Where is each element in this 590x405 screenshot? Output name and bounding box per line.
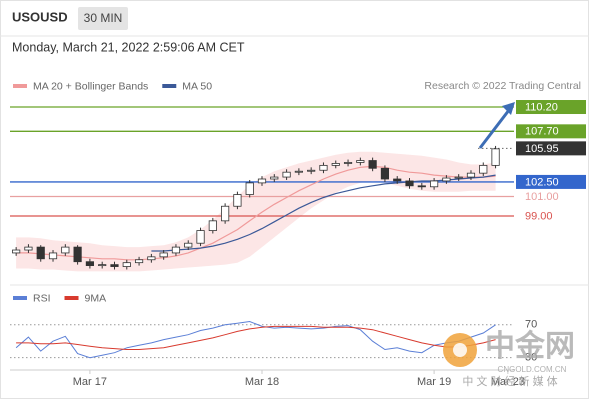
- x-tick-label: Mar 18: [245, 376, 279, 388]
- candle-body: [331, 163, 340, 166]
- candle-body: [134, 259, 144, 264]
- candle-body: [61, 246, 70, 254]
- candle-body: [196, 230, 205, 244]
- candle-body: [110, 264, 119, 267]
- legend-label: RSI: [33, 292, 51, 304]
- candle-body: [307, 169, 316, 172]
- watermark-logo-center: [453, 343, 467, 357]
- timestamp: Monday, March 21, 2022 2:59:06 AM CET: [12, 40, 245, 54]
- plot: 110.20 107.70 105.95 102.50 101.00 99.00 MA 20…: [10, 80, 586, 388]
- candle-body: [380, 167, 390, 180]
- legend-label: MA 20 + Bollinger Bands: [33, 80, 148, 92]
- watermark-brand: 中金网: [485, 329, 575, 363]
- level-label: 99.00: [525, 210, 553, 222]
- watermark-site: CNGOLD.COM.CN: [498, 365, 567, 374]
- level-label: 105.95: [525, 143, 559, 155]
- candle-body: [159, 252, 168, 258]
- candle-body: [356, 160, 365, 163]
- candle-body: [442, 177, 451, 182]
- legend-label: MA 50: [182, 80, 212, 92]
- line: [15, 320, 496, 359]
- projection-arrowhead: [502, 102, 515, 115]
- candle-body: [319, 164, 328, 171]
- candle-body: [491, 148, 500, 166]
- legend-swatch: [64, 296, 79, 300]
- watermark: 中金网 CNGOLD.COM.CN 中 文 财 经 新 媒 体: [443, 329, 575, 388]
- candle-body: [454, 176, 463, 179]
- candle-body: [48, 252, 58, 260]
- legend-swatch: [13, 84, 27, 88]
- x-tick-label: Mar 17: [73, 376, 107, 388]
- x-tick-label: Mar 19: [417, 376, 451, 388]
- candle-body: [466, 172, 476, 178]
- watermark-slogan: 中 文 财 经 新 媒 体: [462, 374, 557, 388]
- level-label-box: [516, 141, 586, 156]
- y-tick-label: 30: [525, 352, 537, 364]
- interval-button[interactable]: [78, 7, 128, 30]
- legend-label: 9MA: [85, 292, 107, 304]
- candle-body: [479, 164, 488, 174]
- level-label: 110.20: [525, 101, 558, 113]
- y-tick-label: 70: [525, 319, 537, 331]
- candle-body: [257, 178, 267, 184]
- candle-body: [393, 178, 402, 182]
- candle-body: [208, 220, 217, 231]
- ma-line: [151, 174, 496, 252]
- candle-body: [73, 246, 82, 263]
- candle-body: [245, 182, 254, 195]
- candle-body: [12, 249, 21, 254]
- level-label-box: [516, 174, 586, 189]
- bollinger-band: [16, 151, 496, 272]
- legend-swatch: [13, 296, 27, 300]
- candle-body: [98, 264, 107, 267]
- symbol: USOUSD: [12, 9, 68, 24]
- candle-body: [282, 171, 291, 178]
- interval[interactable]: 30 MIN: [84, 11, 123, 25]
- level-label: 107.70: [525, 126, 559, 138]
- candle-body: [294, 170, 303, 173]
- candle-body: [343, 162, 353, 164]
- candle-body: [430, 180, 439, 188]
- level-label: 101.00: [525, 191, 559, 203]
- candle-body: [171, 246, 181, 254]
- candle-body: [221, 205, 230, 222]
- candle-body: [36, 246, 45, 260]
- level-label-box: [516, 124, 586, 139]
- candle-body: [405, 180, 414, 187]
- level-label: 102.50: [525, 176, 559, 188]
- source: Research © 2022 Trading Central: [424, 80, 581, 92]
- candle-body: [184, 242, 193, 248]
- candle-body: [233, 194, 242, 207]
- candle-body: [270, 176, 279, 180]
- line: [16, 325, 496, 350]
- legend-swatch: [162, 84, 177, 88]
- candle-body: [147, 256, 156, 261]
- level-label-box: [516, 100, 586, 115]
- candle-body: [368, 160, 377, 169]
- candle-body: [417, 185, 426, 188]
- candle-body: [122, 262, 131, 267]
- candle-body: [85, 261, 94, 266]
- candle-body: [24, 246, 33, 251]
- x-tick-label: Mar 23: [491, 376, 525, 388]
- projection-arrow: [478, 109, 511, 149]
- ma-line: [16, 165, 496, 261]
